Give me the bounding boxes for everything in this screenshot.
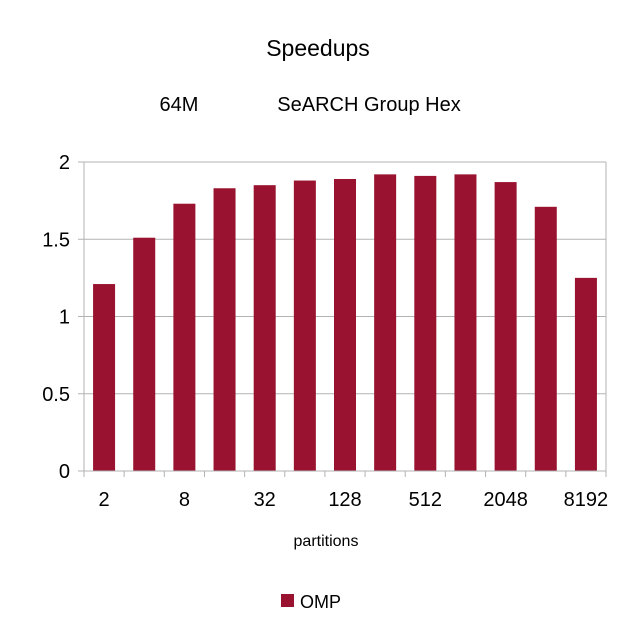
bar-64 (293, 180, 316, 472)
legend-swatch-omp (281, 594, 294, 607)
y-tick-label-1: 0.5 (42, 384, 70, 406)
legend: OMP (281, 592, 341, 612)
bar-32 (253, 185, 276, 472)
bar-8192 (574, 277, 597, 471)
bar-512 (414, 175, 437, 471)
x-tick-label-2048: 2048 (483, 489, 528, 511)
chart-subtitle-right: SeARCH Group Hex (277, 94, 460, 116)
bar-128 (334, 178, 356, 471)
bar-2048 (494, 182, 517, 471)
y-tick-label-2: 1 (59, 307, 70, 329)
chart-subtitle-left: 64M (160, 94, 199, 116)
bar-8 (173, 203, 196, 471)
y-tick-label-4: 2 (59, 152, 70, 174)
bar-256 (374, 174, 397, 472)
bar-2 (93, 284, 116, 471)
chart-title: Speedups (266, 35, 370, 61)
bar-4096 (534, 206, 557, 471)
x-tick-label-8192: 8192 (564, 489, 609, 511)
x-tick-label-512: 512 (409, 489, 442, 511)
axes (83, 162, 607, 477)
bar-4 (133, 237, 156, 471)
bar-16 (213, 188, 236, 471)
x-tick-labels: 2 8 32 128 512 2048 8192 (99, 489, 609, 511)
y-tick-label-0: 0 (59, 461, 70, 483)
x-tick-label-8: 8 (179, 489, 190, 511)
y-tick-labels: 0 0.5 1 1.5 2 (42, 152, 70, 483)
x-tick-label-32: 32 (254, 489, 276, 511)
bar-1024 (454, 174, 477, 472)
x-tick-label-2: 2 (99, 489, 110, 511)
y-tick-label-3: 1.5 (42, 229, 70, 251)
x-tick-label-128: 128 (328, 489, 361, 511)
legend-label-omp: OMP (300, 592, 341, 612)
x-axis-label: partitions (294, 533, 359, 550)
bars (93, 174, 597, 472)
